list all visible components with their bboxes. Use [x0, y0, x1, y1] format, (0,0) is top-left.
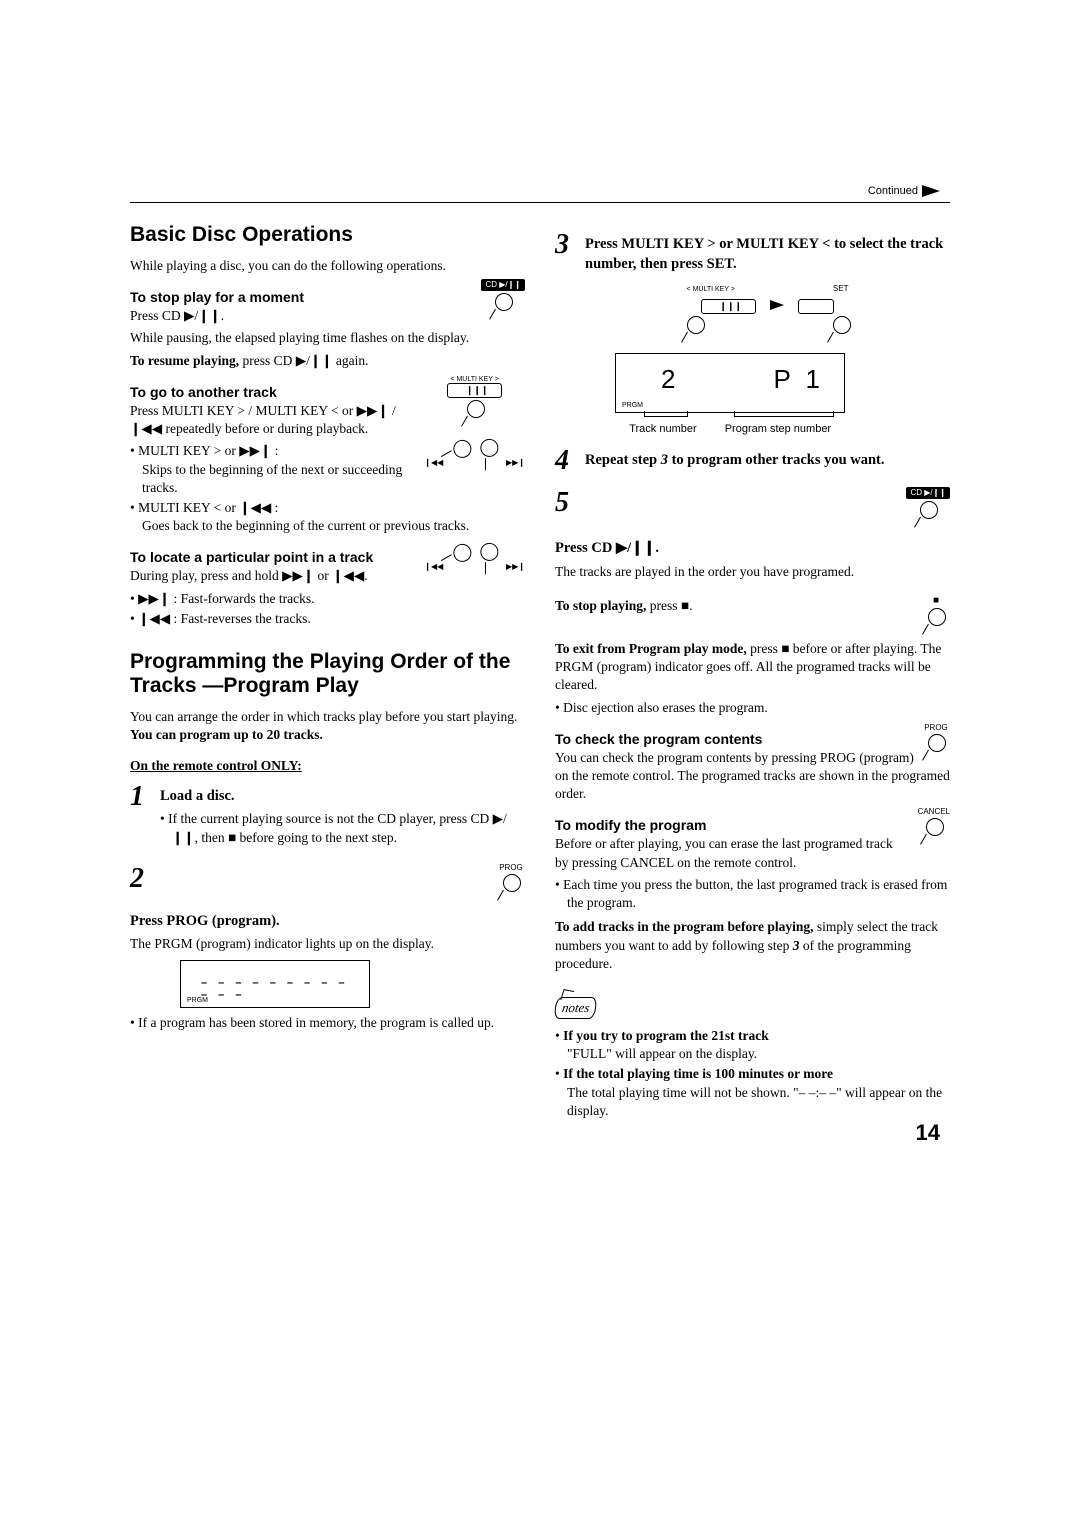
arrow-right-icon [770, 300, 784, 310]
add-tracks: To add tracks in the program before play… [555, 918, 950, 973]
step-number-5: 5 [555, 487, 581, 519]
set-keycap [798, 299, 835, 314]
basic-intro: While playing a disc, you can do the fol… [130, 257, 525, 275]
display2-track: 2 [661, 364, 679, 395]
pointer-icon [922, 606, 950, 634]
fig-cancel-button: CANCEL [918, 807, 950, 846]
locate-bullet-2: ❙◀◀ : Fast-reverses the tracks. [130, 610, 525, 628]
step2-note: If a program has been stored in memory, … [130, 1014, 495, 1032]
step-number-1: 1 [130, 781, 156, 813]
exit-program: To exit from Program play mode, press ■ … [555, 640, 950, 695]
page-number: 14 [916, 1120, 940, 1146]
resume-text: To resume playing, press CD ▶/❙❙ again. [130, 352, 525, 370]
fig-multikey: < MULTI KEY > ❙❙❙ ❙◀◀ ▶▶❙ [424, 374, 525, 467]
right-column: 3 Press MULTI KEY > or MULTI KEY < to se… [555, 223, 950, 1126]
note-1: If you try to program the 21st track"FUL… [555, 1027, 950, 1063]
display-2: PRGM 2 P 1 [615, 353, 845, 413]
step5-lead: Press CD ▶/❙❙. [555, 539, 920, 559]
cd-play-pause-icon: CD ▶/❙❙ [906, 487, 950, 499]
pointer-icon [920, 816, 948, 844]
pointer-icon [497, 872, 525, 900]
prog-label: PROG [924, 723, 948, 732]
continued-label: Continued [868, 185, 940, 197]
fig-prog-button-2: PROG [922, 723, 950, 762]
fig-multikey-set: < MULTI KEY > SET ❙❙❙ [585, 278, 950, 347]
step-1: 1 Load a disc. If the current playing so… [130, 781, 525, 853]
pointer-icon [681, 314, 709, 342]
cd-play-pause-icon: CD ▶/❙❙ [481, 279, 525, 291]
prev-icon: ❙◀◀ [424, 458, 443, 467]
step-number-2: 2 [130, 863, 156, 895]
step-5: CD ▶/❙❙ 5 Press CD ▶/❙❙. The tracks are … [555, 487, 950, 585]
pointer-icon [914, 499, 942, 527]
fig-cd-button-2: CD ▶/❙❙ [906, 487, 950, 529]
pointer-icon [440, 536, 478, 574]
note-2: If the total playing time is 100 minutes… [555, 1065, 950, 1120]
heading-basic-ops: Basic Disc Operations [130, 223, 525, 247]
pointer-icon [471, 432, 509, 470]
stop-icon: ■ [933, 595, 939, 606]
step-2: PROG 2 Press PROG (program). The PRGM (p… [130, 863, 525, 1038]
fig-cd-button-1: CD ▶/❙❙ [481, 279, 525, 321]
step1-lead: Load a disc. [160, 787, 525, 807]
modify-text: Before or after playing, you can erase t… [555, 835, 950, 871]
multikey-label: < MULTI KEY > [450, 376, 498, 383]
locate-bullet-1: ▶▶❙ : Fast-forwards the tracks. [130, 590, 525, 608]
pointer-icon [471, 536, 509, 574]
step-number-4: 4 [555, 445, 581, 477]
display1-dots: – – – – – – – – – – – – [201, 977, 359, 1001]
fig-prog-button: PROG [497, 863, 525, 902]
stop-text-2: While pausing, the elapsed playing time … [130, 329, 525, 347]
fig-locate: ❙◀◀ ▶▶❙ [424, 541, 525, 571]
step-number-3: 3 [555, 229, 581, 261]
pointer-icon [922, 732, 950, 760]
exit-bullet: Disc ejection also erases the program. [555, 699, 950, 717]
heading-stop-play: To stop play for a moment [130, 289, 525, 305]
heading-check-program: To check the program contents [555, 731, 950, 747]
display-1: PRGM – – – – – – – – – – – – [180, 960, 370, 1008]
step2-lead: Press PROG (program). [130, 912, 495, 932]
heading-program-play: Programming the Playing Order of the Tra… [130, 650, 525, 698]
step3-lead: Press MULTI KEY > or MULTI KEY < to sele… [585, 235, 950, 274]
heading-modify-program: To modify the program [555, 817, 950, 833]
step-4: 4 Repeat step 3 to program other tracks … [555, 445, 950, 477]
notes-block: notes If you try to program the 21st tra… [555, 997, 950, 1120]
next-icon: ▶▶❙ [506, 562, 525, 571]
step-3: 3 Press MULTI KEY > or MULTI KEY < to se… [555, 229, 950, 435]
cancel-label: CANCEL [918, 807, 950, 816]
multikey-keycap: ❙❙❙ [447, 383, 502, 398]
remote-only: On the remote control ONLY: [130, 757, 525, 775]
step5-text: The tracks are played in the order you h… [555, 563, 920, 581]
display2-step: P 1 [773, 364, 824, 395]
left-column: Basic Disc Operations While playing a di… [130, 223, 525, 1126]
pointer-icon [827, 314, 855, 342]
check-text: You can check the program contents by pr… [555, 749, 950, 804]
step4-lead: Repeat step 3 to program other tracks yo… [585, 451, 950, 471]
prev-icon: ❙◀◀ [424, 562, 443, 571]
caption-track-number: Track number [615, 423, 711, 435]
caption-step-number: Program step number [711, 423, 845, 435]
pointer-icon [461, 398, 489, 426]
modify-bullet: Each time you press the button, the last… [555, 876, 950, 912]
display2-prgm: PRGM [622, 402, 643, 409]
prog-label: PROG [499, 863, 523, 872]
goto-bullet-2: MULTI KEY < or ❙◀◀ :Goes back to the beg… [130, 499, 525, 535]
next-icon: ▶▶❙ [506, 458, 525, 467]
top-rule [130, 202, 950, 203]
multikey-keycap: ❙❙❙ [701, 299, 756, 314]
stop-text-1: Press CD ▶/❙❙. [130, 307, 525, 325]
step1-bullet: If the current playing source is not the… [160, 810, 525, 846]
program-intro: You can arrange the order in which track… [130, 708, 525, 744]
stop-playing: To stop playing, press ■. [555, 597, 950, 615]
notes-icon: notes [553, 997, 598, 1019]
fig-stop-button: ■ [922, 595, 950, 636]
step2-text: The PRGM (program) indicator lights up o… [130, 935, 495, 953]
pointer-icon [489, 291, 517, 319]
